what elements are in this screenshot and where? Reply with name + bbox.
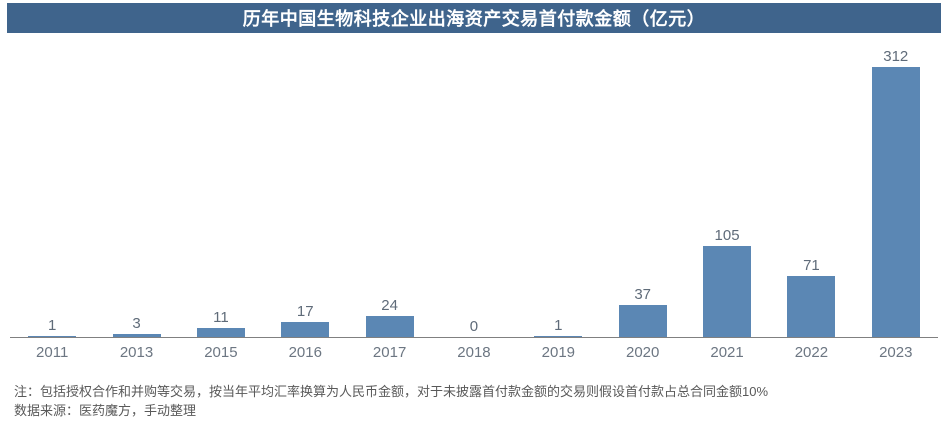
bar-column: 24 <box>347 42 431 337</box>
x-axis-tick-label: 2018 <box>457 344 491 361</box>
bar-column: 1 <box>10 42 94 337</box>
bar <box>618 305 667 337</box>
bar-column: 312 <box>854 42 938 337</box>
bar-value-label: 1 <box>554 317 563 335</box>
x-axis-tick-label: 2011 <box>36 344 69 361</box>
bar <box>534 336 583 337</box>
bar-column: 0 <box>432 42 516 337</box>
x-axis-tick-label: 2019 <box>541 344 576 361</box>
x-axis-tick-label: 2015 <box>204 344 238 361</box>
x-axis-tick-label: 2021 <box>710 344 744 361</box>
bar-value-label: 71 <box>803 256 820 274</box>
x-axis-tick-label: 2013 <box>119 344 154 361</box>
bar-value-label: 3 <box>132 315 141 333</box>
bar <box>871 67 920 337</box>
chart-title-banner: 历年中国生物科技企业出海资产交易首付款金额（亿元） <box>7 3 941 33</box>
x-axis-tick-label: 2020 <box>626 344 660 361</box>
bar-value-label: 17 <box>296 303 314 321</box>
bar-column: 37 <box>601 42 685 337</box>
plot-area: 1 3 11 17 24 0 1 37 105 71 312 <box>10 42 938 338</box>
bar <box>28 336 77 337</box>
bar-column: 1 <box>516 42 600 337</box>
x-axis-tick-label: 2016 <box>288 344 322 361</box>
bar-value-label: 24 <box>381 297 398 315</box>
bar <box>281 322 330 337</box>
bar-value-label: 37 <box>634 286 652 303</box>
bar-value-label: 105 <box>714 227 740 245</box>
chart-title: 历年中国生物科技企业出海资产交易首付款金额（亿元） <box>242 9 706 29</box>
footnote-line: 注：包括授权合作和并购等交易，按当年平均汇率换算为人民币金额，对于未披露首付款金… <box>14 384 769 399</box>
bar-column: 17 <box>263 42 347 337</box>
x-axis-tick-label: 2023 <box>879 344 913 361</box>
bar-value-label: 0 <box>469 318 479 335</box>
x-axis-tick-label: 2017 <box>372 344 407 361</box>
footnotes: 注：包括授权合作和并购等交易，按当年平均汇率换算为人民币金额，对于未披露首付款金… <box>14 382 934 420</box>
bar <box>365 316 414 337</box>
bar-value-label: 312 <box>883 48 909 65</box>
bar <box>196 327 245 337</box>
bar-column: 105 <box>685 42 769 337</box>
bar-value-label: 11 <box>213 308 229 326</box>
bar-column: 11 <box>179 42 263 337</box>
bar-column: 71 <box>769 42 853 337</box>
x-axis-tick-label: 2022 <box>794 344 829 361</box>
bar <box>703 246 752 337</box>
data-source-line: 数据来源：医药魔方，手动整理 <box>14 403 197 418</box>
bar-column: 3 <box>94 42 178 337</box>
x-axis-labels: 2011 2013 2015 2016 2017 2018 2019 2020 2021 2022… <box>10 344 938 361</box>
bar-value-label: 1 <box>48 317 57 335</box>
bar <box>787 275 836 337</box>
bar <box>112 334 161 337</box>
